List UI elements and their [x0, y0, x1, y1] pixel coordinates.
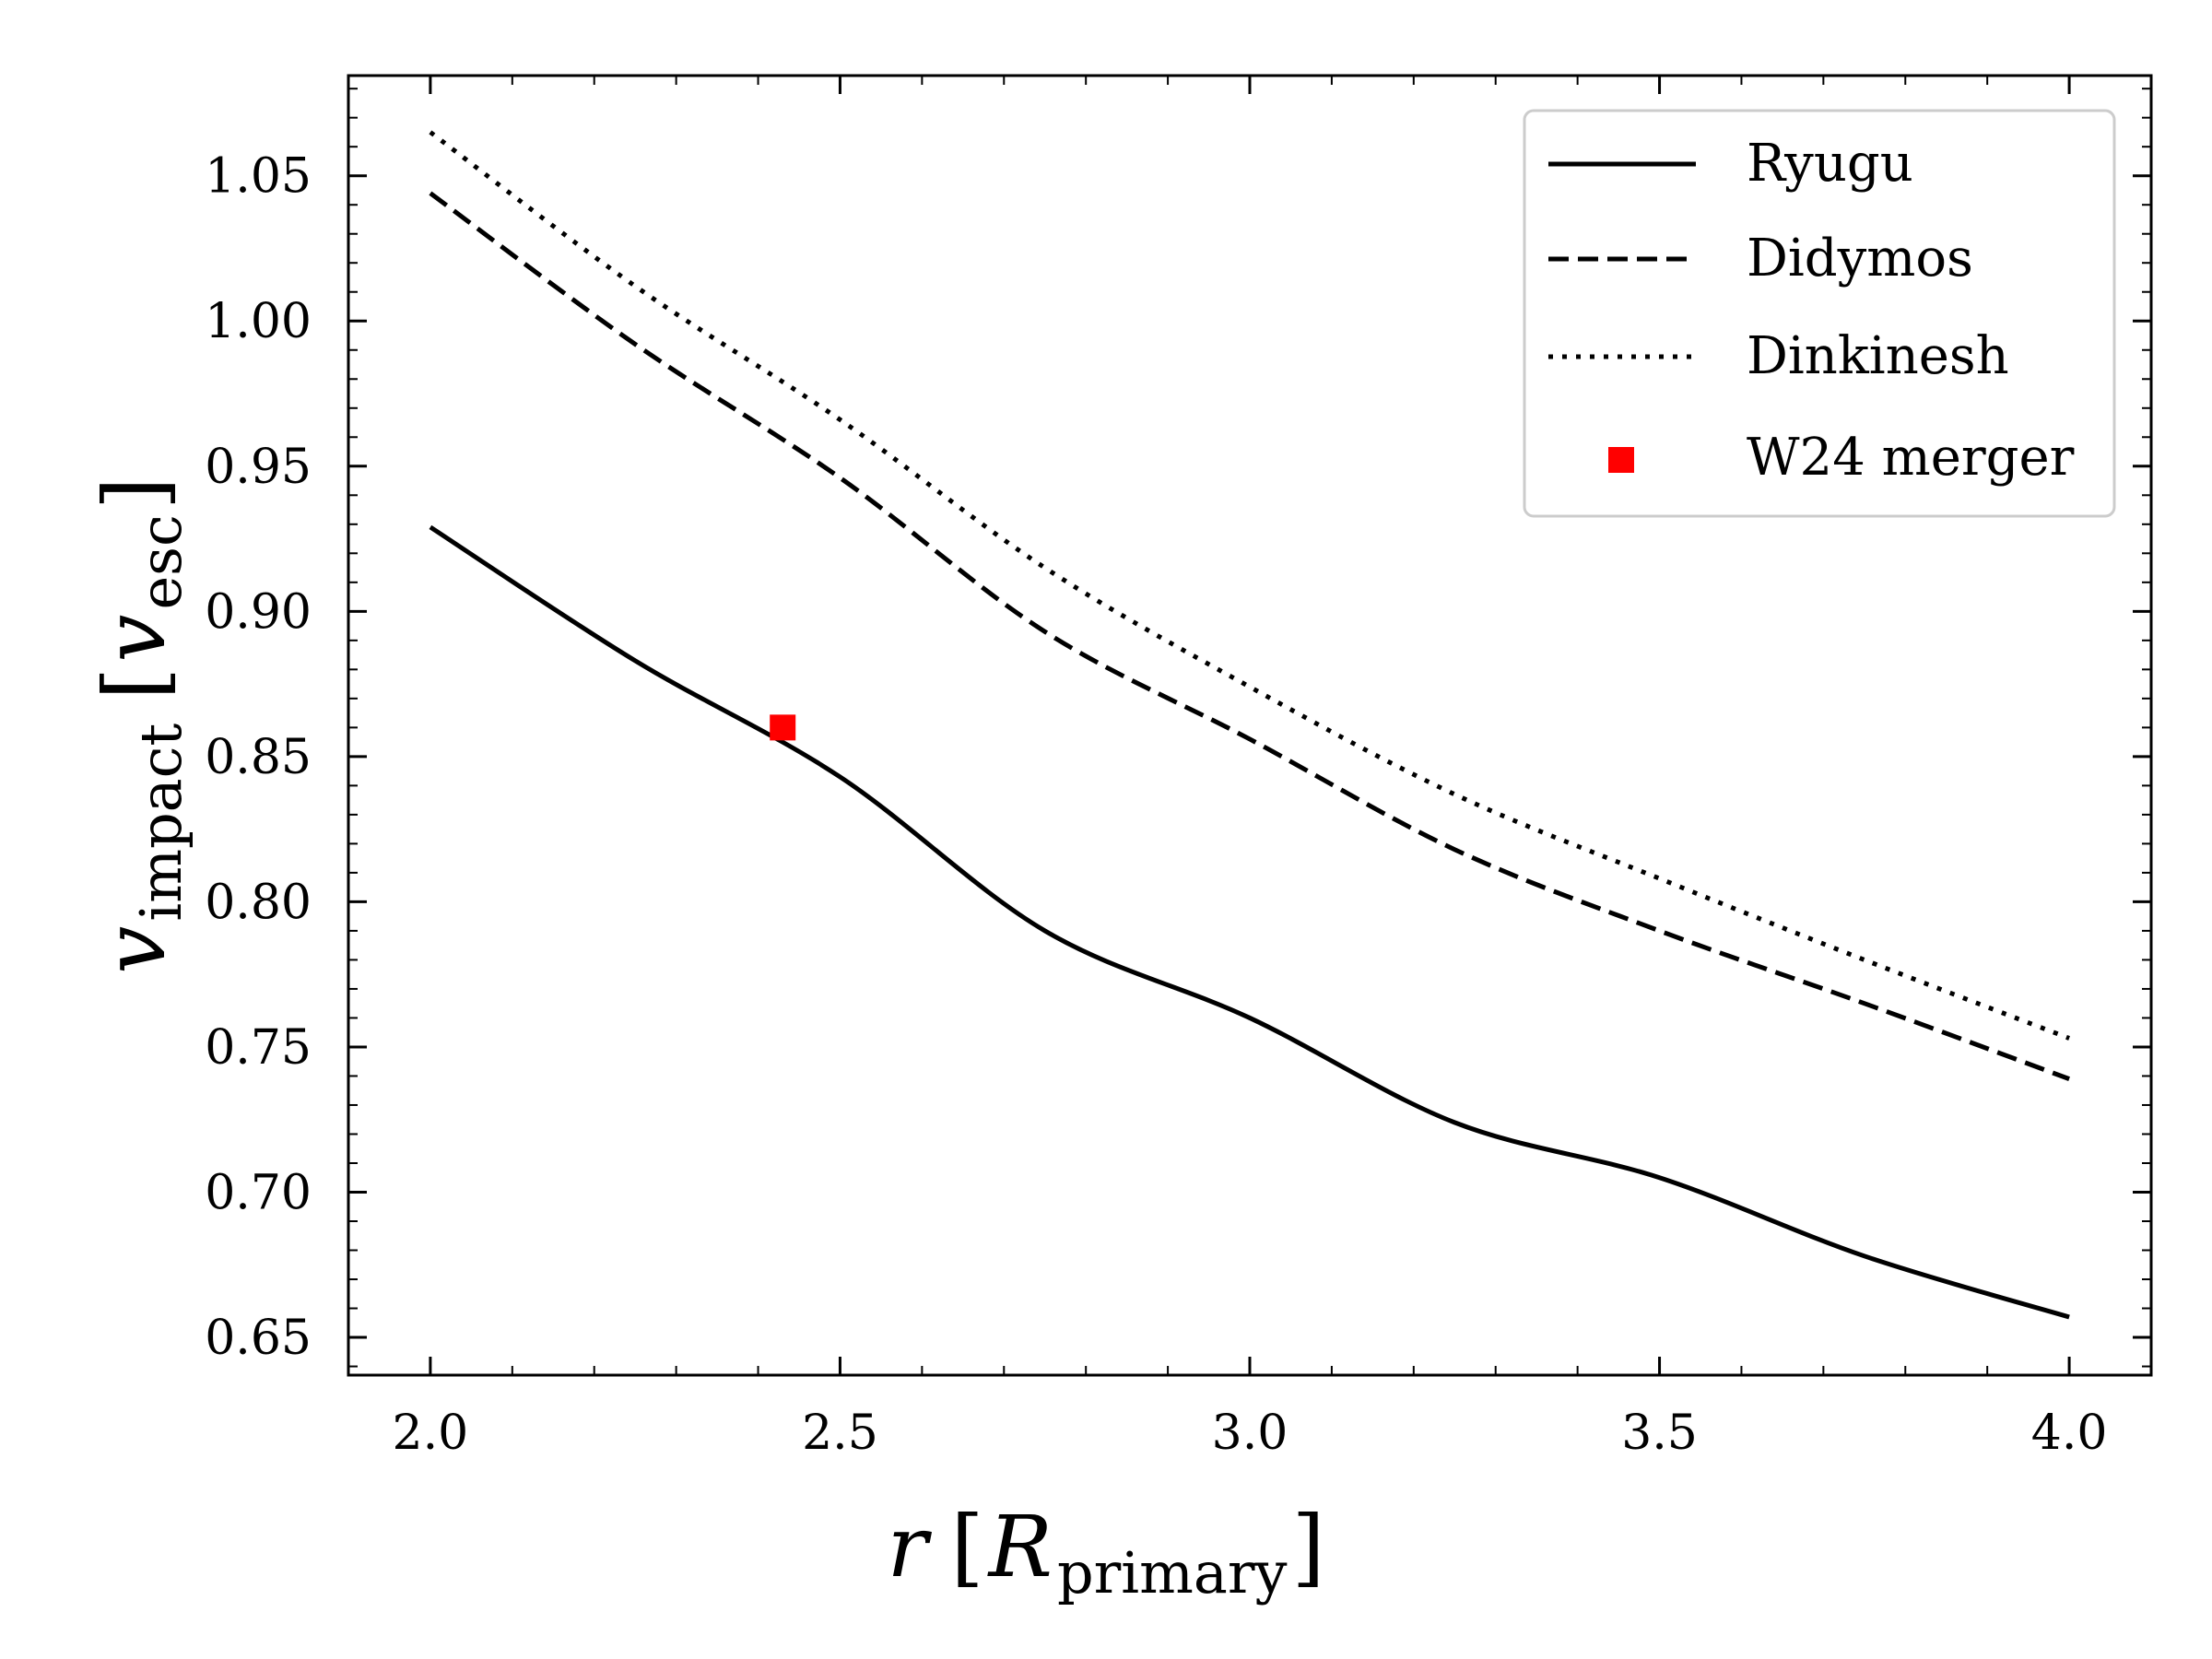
x-axis-label-bracket-open: [ — [951, 1498, 984, 1596]
x-tick-label: 4.0 — [2031, 1406, 2108, 1461]
y-tick-label: 0.90 — [205, 584, 312, 640]
legend-swatch-w24-merger — [1608, 447, 1634, 473]
y-tick-label: 0.80 — [205, 875, 312, 930]
y-tick-label: 1.00 — [205, 294, 312, 349]
legend-label-didymos: Didymos — [1747, 229, 1973, 288]
y-tick-label: 1.05 — [205, 149, 312, 205]
legend-label-ryugu: Ryugu — [1747, 134, 1913, 194]
y-tick-label: 0.70 — [205, 1165, 312, 1220]
x-tick-label: 2.0 — [393, 1406, 469, 1461]
y-tick-label: 0.65 — [205, 1311, 312, 1366]
y-axis-label-subscript: impact — [127, 724, 194, 922]
x-axis-label-symbol: R — [987, 1498, 1053, 1596]
x-tick-label: 3.5 — [1621, 1406, 1698, 1461]
plot-frame — [347, 74, 2153, 1377]
axis-ticks — [347, 76, 2152, 1375]
series-lines — [429, 130, 2070, 1320]
series-line-ryugu — [429, 524, 2070, 1320]
data-points — [770, 714, 796, 741]
y-axis-label-unit-subscript: esc — [127, 514, 194, 609]
legend-box — [1523, 109, 2116, 518]
legend-label-dinkinesh: Dinkinesh — [1747, 326, 2009, 386]
tick-labels: 2.0 2.5 3.0 3.5 4.0 0.65 0.70 0.75 0.80 0.85 0.90 0… — [205, 149, 2107, 1461]
x-axis-label: r [ R primary ] — [887, 1498, 1324, 1606]
y-axis-label-bracket-open: [ — [86, 667, 184, 700]
y-tick-label: 0.95 — [205, 440, 312, 495]
legend: Ryugu Didymos Dinkinesh W24 merger — [1523, 109, 2116, 518]
y-axis-label-main: v — [86, 926, 184, 974]
y-axis-label: v impact [ v esc ] — [86, 477, 194, 973]
series-line-didymos — [429, 191, 2070, 1081]
point-w24-merger — [770, 714, 796, 741]
x-axis-label-main: r — [887, 1498, 932, 1596]
y-tick-label: 0.85 — [205, 730, 312, 785]
legend-label-w24-merger: W24 merger — [1747, 428, 2075, 488]
y-tick-label: 0.75 — [205, 1020, 312, 1076]
x-tick-label: 3.0 — [1212, 1406, 1288, 1461]
y-axis-label-bracket-close: ] — [86, 477, 184, 510]
y-axis-label-unit-symbol: v — [86, 615, 184, 663]
x-axis-label-bracket-close: ] — [1292, 1498, 1325, 1596]
x-axis-label-subscript: primary — [1057, 1539, 1288, 1606]
x-tick-label: 2.5 — [802, 1406, 878, 1461]
